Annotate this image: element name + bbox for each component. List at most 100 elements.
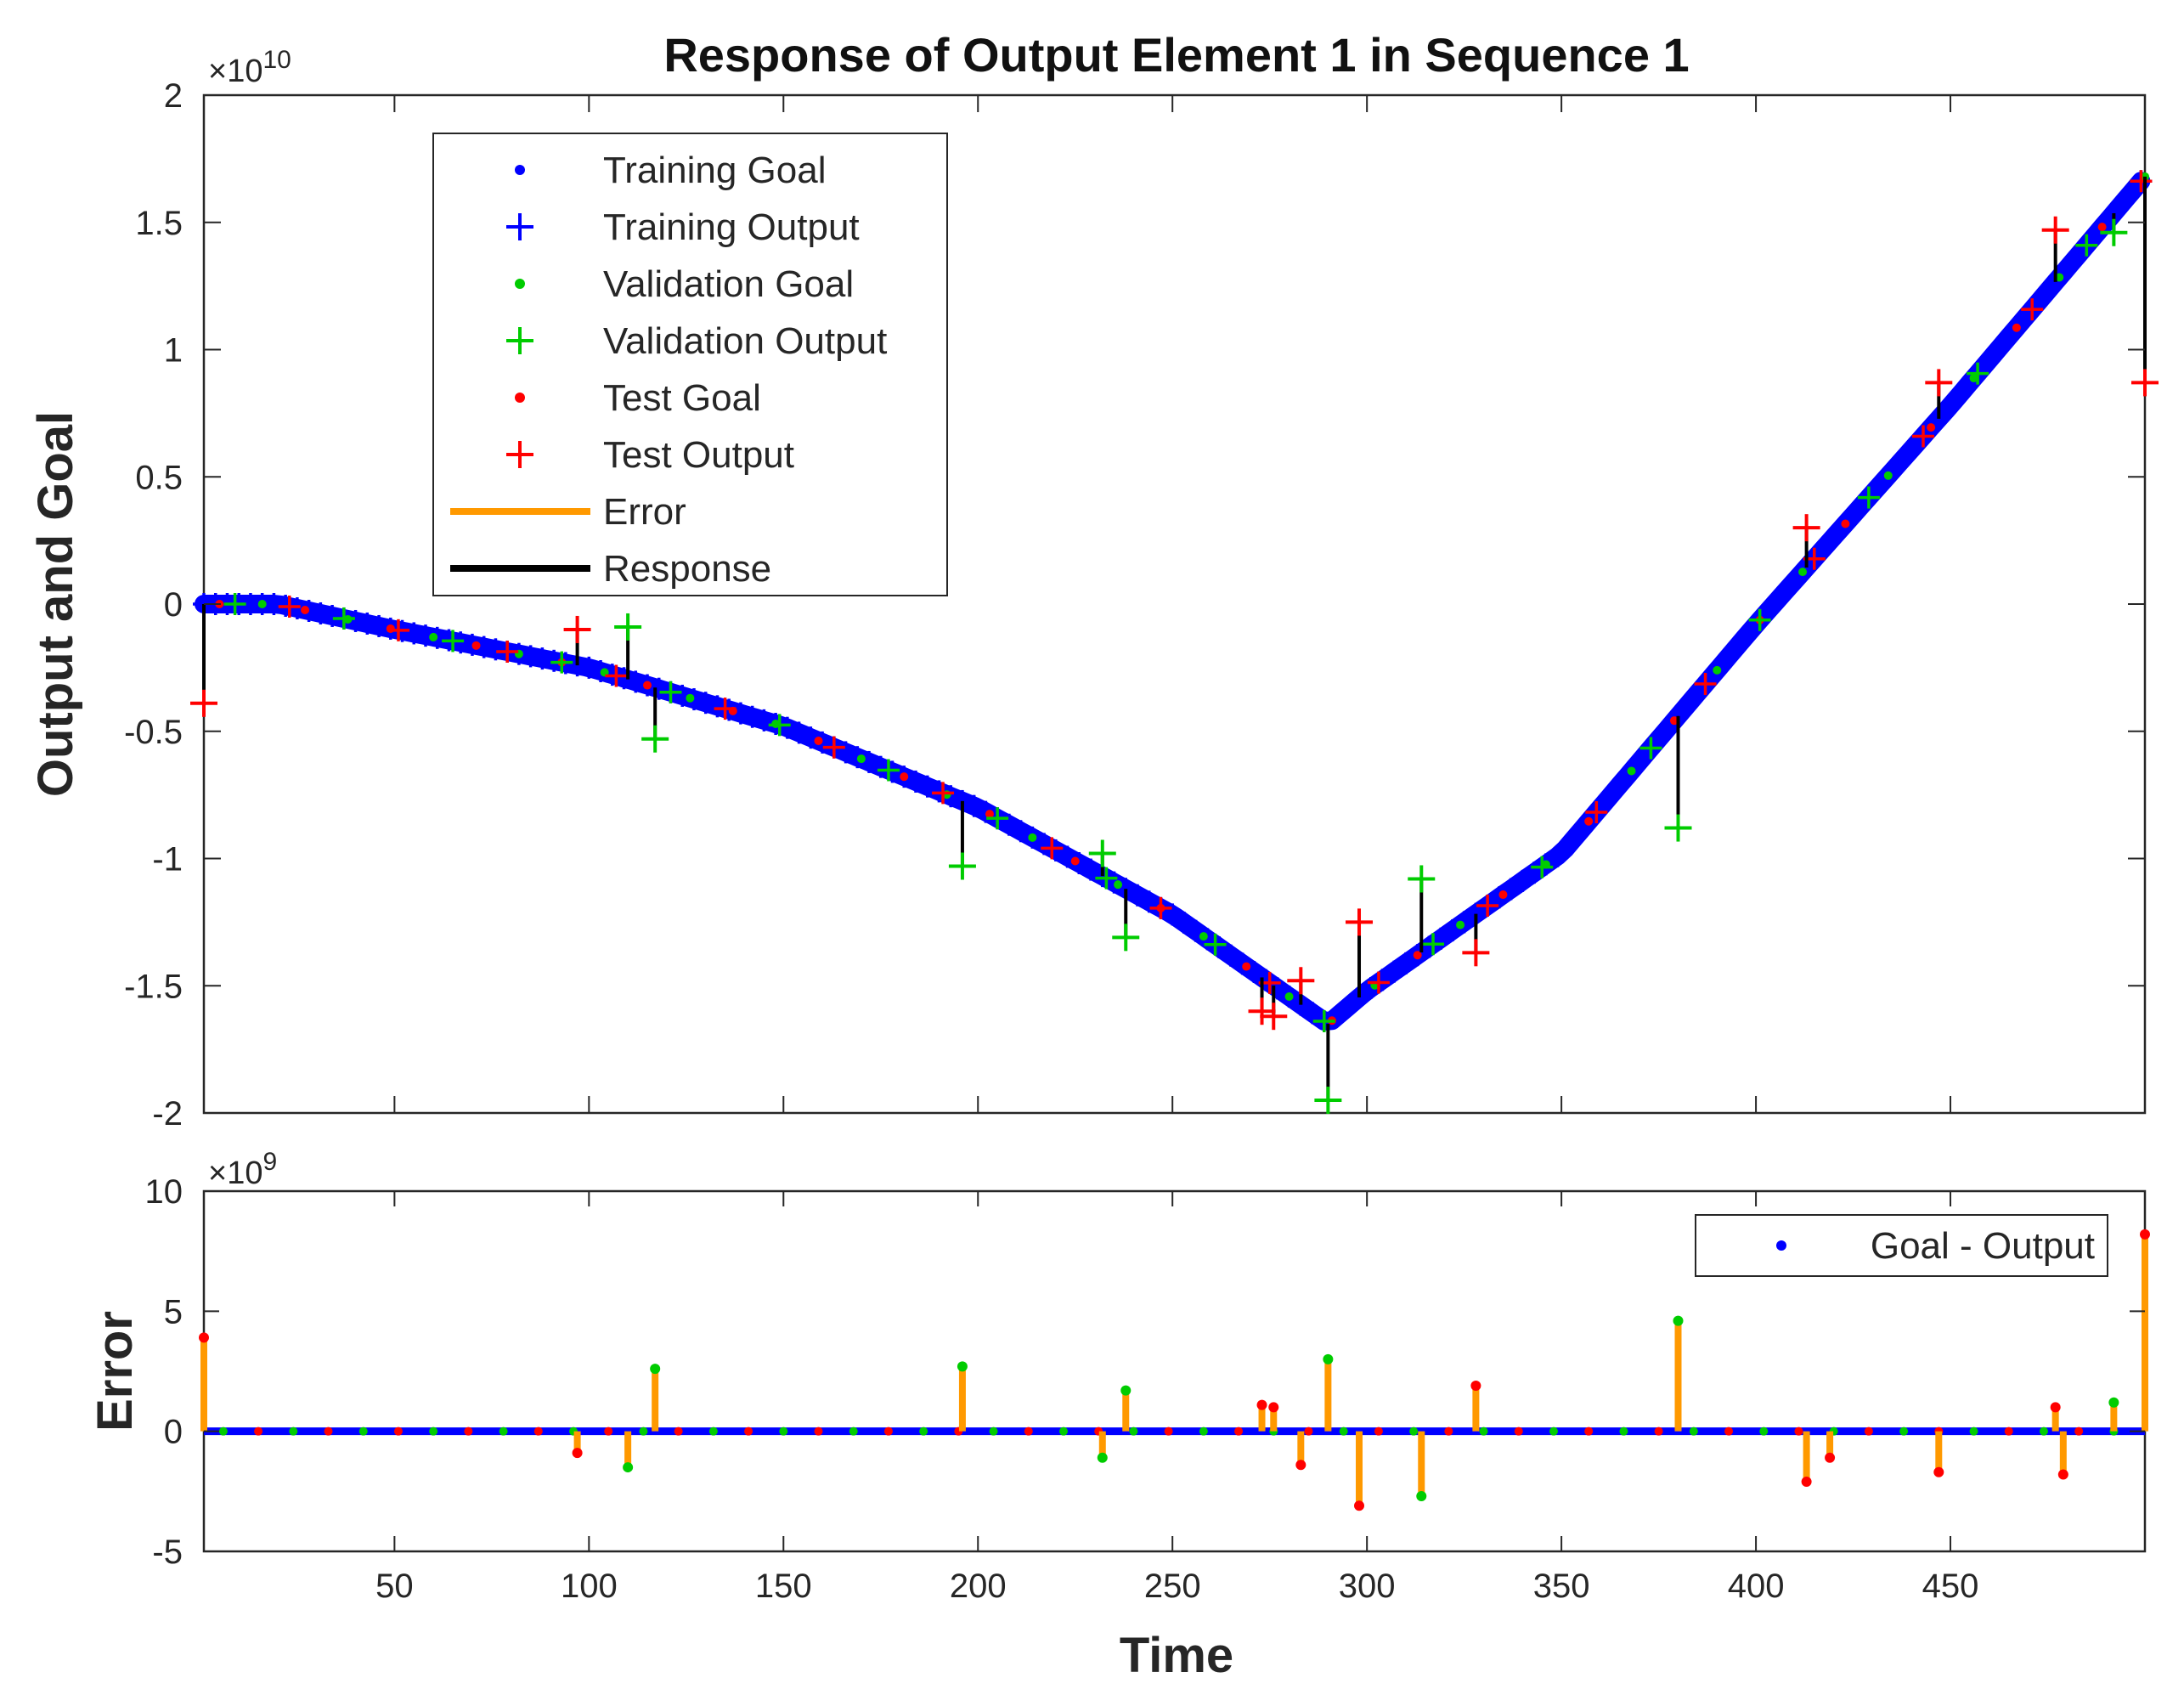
bottom-y-axis-label: Error <box>87 1311 143 1432</box>
training-output-marker <box>1371 969 1394 991</box>
goal-point <box>643 681 652 690</box>
error-point <box>623 1462 634 1473</box>
output-point <box>714 698 736 720</box>
top-y-tick-label: -1.5 <box>124 968 183 1005</box>
error-point-small <box>2074 1426 2084 1436</box>
validation-output-outlier <box>2100 218 2128 246</box>
training-output-marker <box>1616 764 1639 787</box>
legend-label: Response <box>603 548 771 590</box>
legend-label: Training Goal <box>603 150 827 191</box>
training-output-marker <box>2059 252 2082 275</box>
legend-label: Error <box>603 491 686 533</box>
error-point-small <box>1654 1426 1663 1436</box>
bottom-legend: Goal - Output <box>1695 1214 2108 1277</box>
bottom-y-tick-label: -5 <box>152 1534 183 1571</box>
training-output-marker <box>1441 919 1464 942</box>
output-point <box>877 759 900 782</box>
goal-point <box>471 641 481 650</box>
error-point-small <box>1304 1426 1313 1436</box>
training-output-marker <box>1674 695 1697 718</box>
error-point-small <box>674 1426 683 1436</box>
training-output-marker <box>1255 969 1278 991</box>
error-point <box>199 1332 209 1343</box>
training-output-marker <box>1511 869 1534 892</box>
training-output-marker <box>1896 443 1919 466</box>
error-point <box>1295 1460 1306 1471</box>
error-point <box>2050 1402 2061 1413</box>
training-output-marker <box>647 677 670 700</box>
training-output-marker <box>309 602 332 624</box>
x-tick-label: 350 <box>1533 1568 1590 1605</box>
goal-point <box>2097 223 2107 232</box>
error-point-small <box>1058 1426 1068 1436</box>
output-point <box>387 619 409 641</box>
error-point-small <box>1409 1426 1419 1436</box>
validation-output-outlier <box>1314 1087 1342 1115</box>
test-output-outlier <box>2131 369 2159 397</box>
error-point <box>1268 1402 1279 1413</box>
test-output-outlier <box>1792 514 1820 542</box>
error-point-small <box>289 1426 298 1436</box>
training-output-marker <box>1080 858 1103 881</box>
error-point-small <box>744 1426 753 1436</box>
training-output-marker <box>2001 321 2024 344</box>
output-point <box>332 607 355 630</box>
output-point <box>550 651 573 674</box>
top-y-tick-label: -2 <box>152 1095 183 1133</box>
training-output-marker <box>1698 668 1721 691</box>
test-output-outlier <box>1287 967 1315 995</box>
legend-label: Test Output <box>603 434 794 476</box>
error-point-small <box>1339 1426 1348 1436</box>
training-output-marker <box>1908 429 1931 452</box>
top-y-tick-label: 1.5 <box>135 205 183 242</box>
error-point <box>1825 1452 1836 1463</box>
x-axis-label: Time <box>1120 1628 1233 1683</box>
top-y-tick-label: -1 <box>152 841 183 878</box>
goal-point <box>900 772 909 782</box>
training-output-marker <box>1651 723 1674 746</box>
training-output-marker <box>368 614 391 637</box>
test-output-outlier <box>1346 908 1374 936</box>
training-output-marker <box>694 692 717 715</box>
error-point-small <box>1164 1426 1173 1436</box>
error-point <box>572 1448 583 1459</box>
error-point <box>1256 1399 1267 1410</box>
error-point-small <box>254 1426 263 1436</box>
goal-point <box>1456 920 1465 929</box>
goal-point <box>1498 890 1508 900</box>
training-output-marker <box>1989 335 2012 358</box>
goal-point <box>1284 991 1294 1001</box>
top-y-tick-label: 0.5 <box>135 459 183 496</box>
error-point-small <box>2004 1426 2013 1436</box>
legend-marker-dot <box>515 393 525 403</box>
x-tick-label: 400 <box>1728 1568 1785 1605</box>
training-output-marker <box>2106 197 2129 220</box>
legend-label: Validation Output <box>603 320 887 362</box>
output-point <box>822 736 845 759</box>
training-output-marker <box>1546 845 1569 867</box>
bottom-ticks: 50 100 150 200 250 300 350 400 450 -5 0 5 10 <box>145 1173 2145 1605</box>
training-output-marker <box>1978 348 2001 371</box>
training-output-marker <box>484 638 507 661</box>
training-output-marker <box>1768 587 1791 610</box>
bottom-legend-box <box>1695 1214 2108 1277</box>
training-output-marker <box>916 775 939 798</box>
training-output-marker <box>1837 508 1860 531</box>
training-output-marker <box>2036 280 2059 302</box>
output-point <box>1585 800 1608 823</box>
output-point <box>1422 933 1445 956</box>
error-point-small <box>1199 1426 1208 1436</box>
error-point-small <box>1724 1426 1734 1436</box>
error-point-small <box>2039 1426 2048 1436</box>
top-y-tick-label: 0 <box>164 586 183 624</box>
validation-output-outlier <box>1408 865 1436 893</box>
training-output-marker <box>1780 573 1803 596</box>
goal-point <box>1028 833 1037 842</box>
training-output-marker <box>578 656 601 679</box>
bottom-y-tick-label: 5 <box>164 1293 183 1330</box>
training-output-marker <box>1955 376 1978 398</box>
goal-point <box>1627 766 1636 776</box>
training-output-marker <box>403 622 426 645</box>
x-tick-label: 300 <box>1339 1568 1396 1605</box>
output-point <box>932 782 955 805</box>
